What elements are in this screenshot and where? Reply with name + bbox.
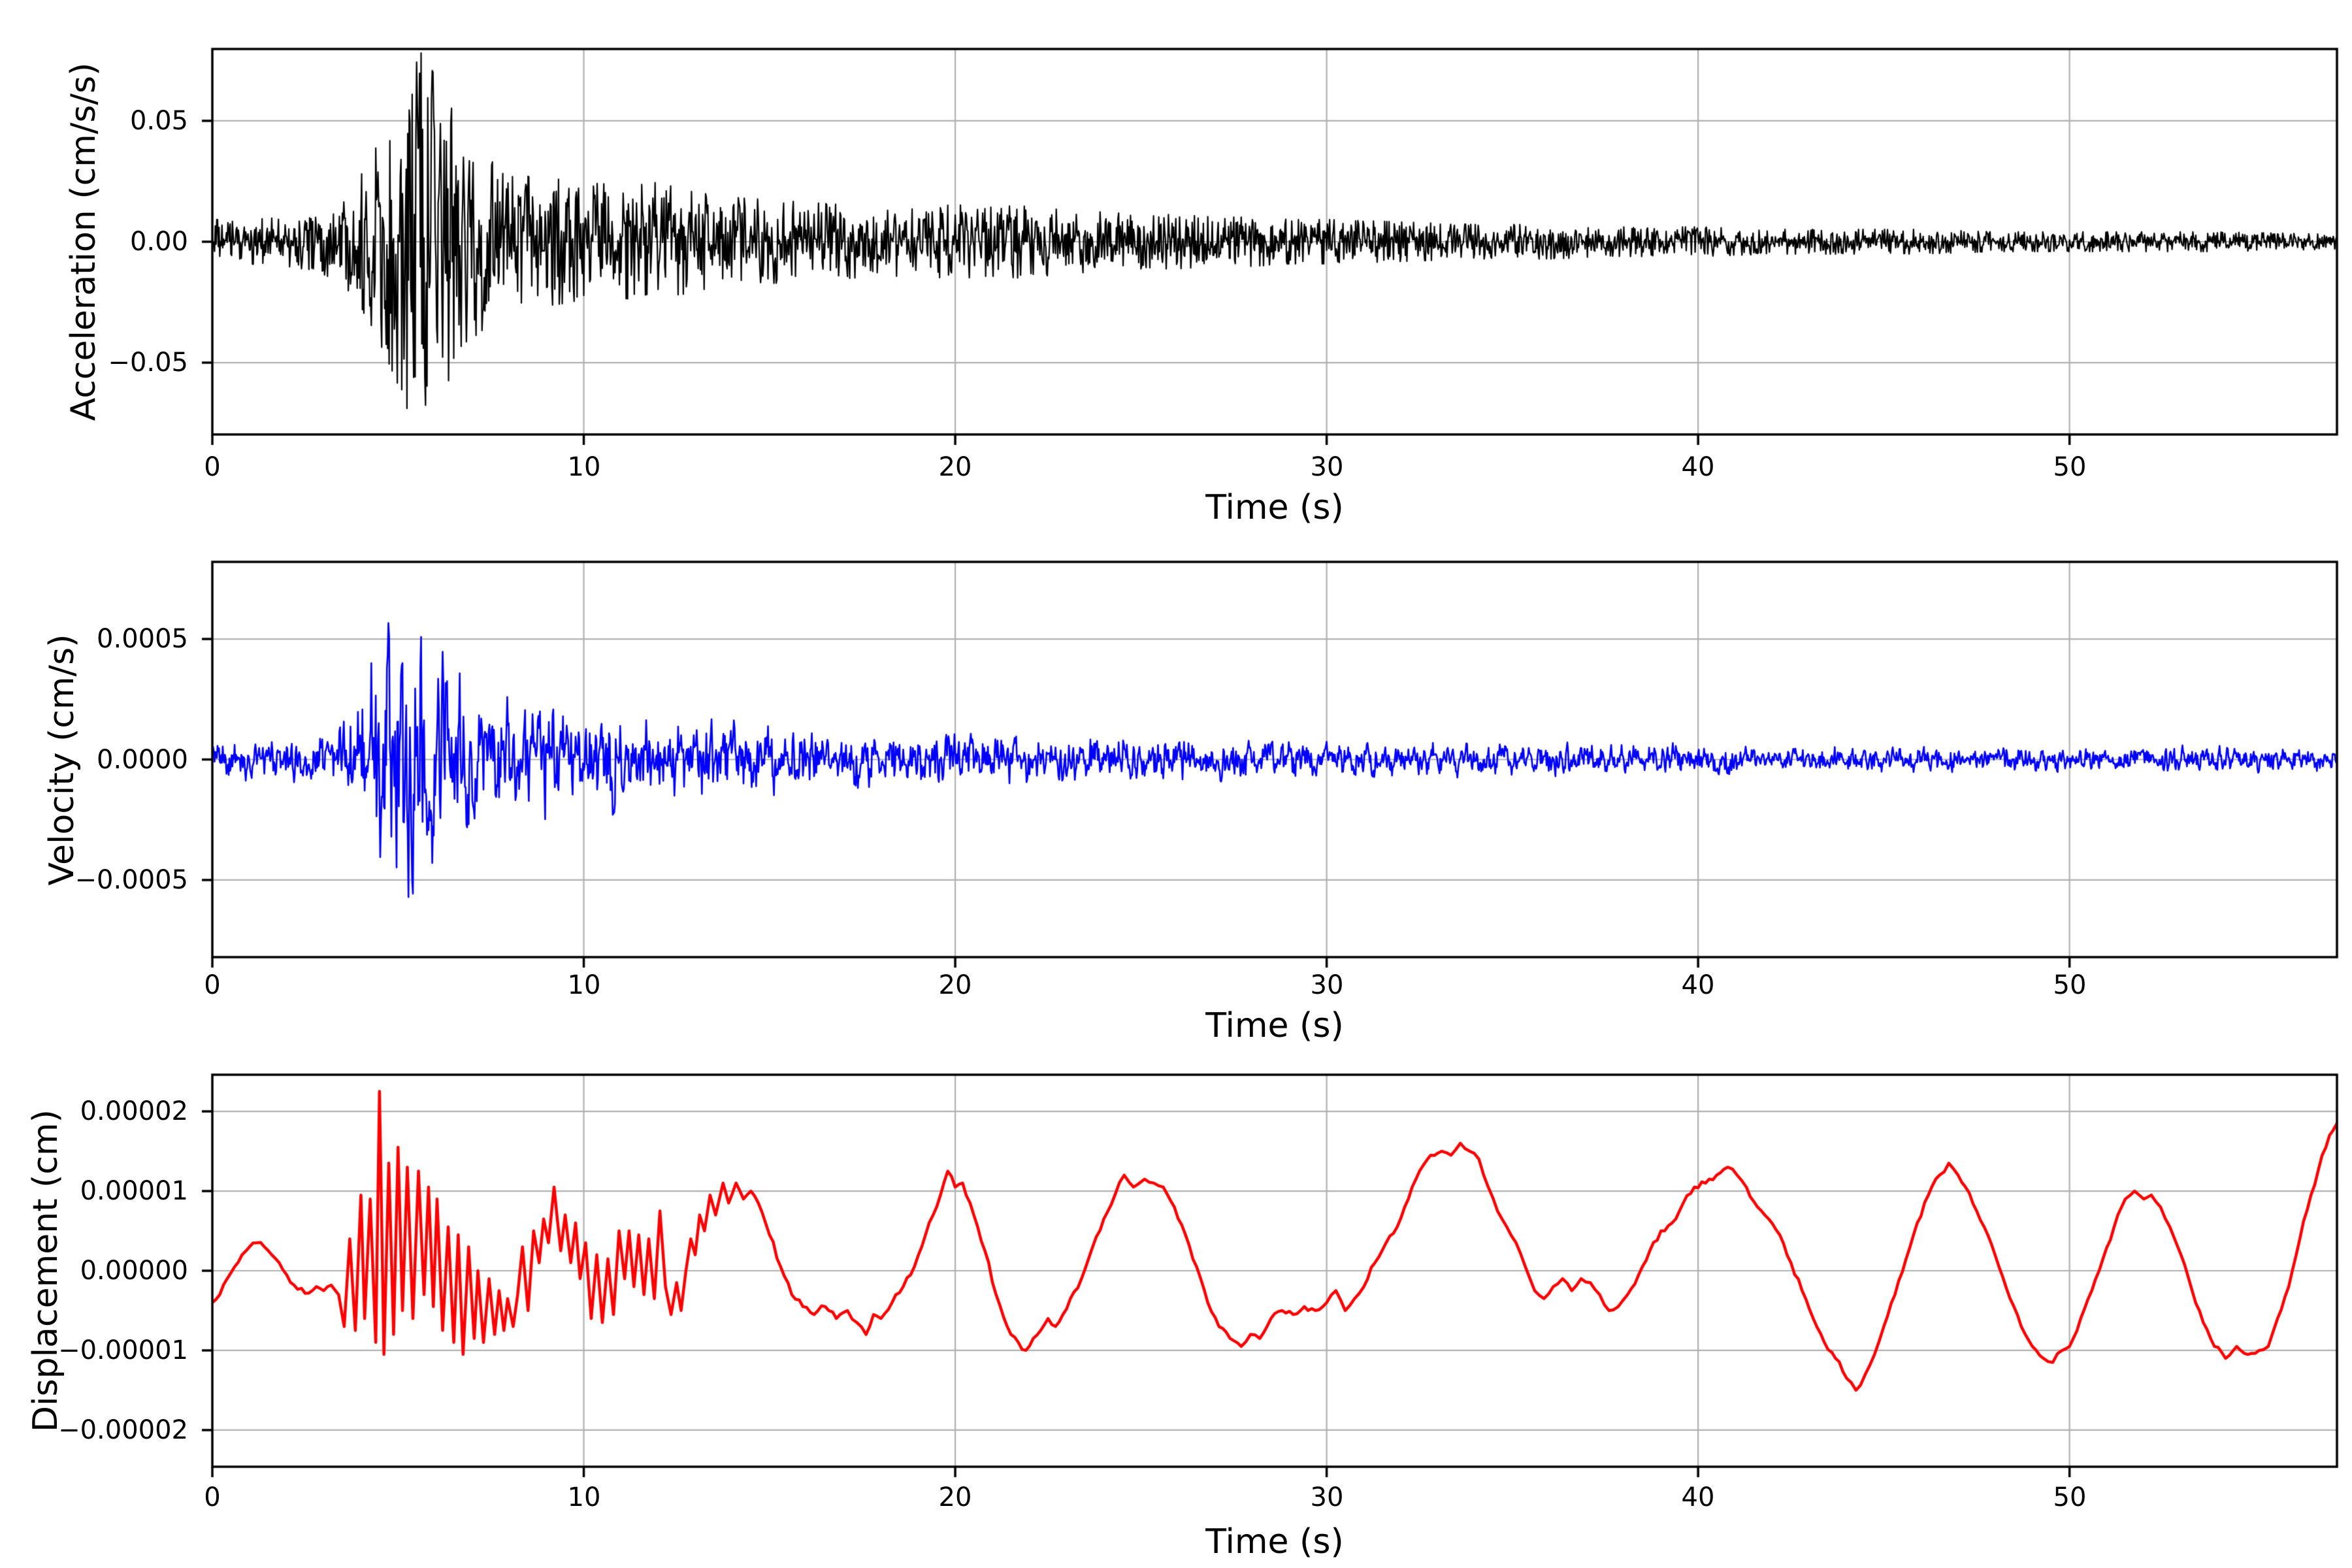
- x-tick-label: 10: [567, 452, 601, 482]
- x-axis-label-time-3: Time (s): [1205, 1522, 1344, 1561]
- y-tick-label: 0.00000: [80, 1256, 188, 1286]
- y-tick-label: 0.0005: [97, 624, 188, 654]
- x-tick-label: 40: [1681, 452, 1715, 482]
- x-tick-label: 20: [938, 970, 972, 1000]
- x-tick-label: 30: [1310, 970, 1344, 1000]
- y-tick-label: −0.05: [108, 348, 188, 378]
- x-tick-label: 0: [204, 970, 221, 1000]
- x-tick-label: 20: [938, 452, 972, 482]
- x-tick-label: 40: [1681, 1482, 1715, 1512]
- x-tick-label: 20: [938, 1482, 972, 1512]
- x-tick-label: 0: [204, 452, 221, 482]
- x-tick-label: 10: [567, 970, 601, 1000]
- y-tick-label: 0.0000: [97, 745, 188, 775]
- y-tick-label: 0.00001: [80, 1176, 188, 1206]
- y-tick-label: 0.00002: [80, 1096, 188, 1126]
- x-axis-label-time-1: Time (s): [1205, 488, 1344, 527]
- y-tick-label: −0.0005: [74, 865, 188, 895]
- y-tick-label: −0.00001: [58, 1335, 188, 1365]
- x-tick-label: 50: [2053, 1482, 2087, 1512]
- x-tick-label: 30: [1310, 1482, 1344, 1512]
- x-tick-label: 30: [1310, 452, 1344, 482]
- y-tick-label: 0.00: [129, 227, 188, 257]
- x-tick-label: 40: [1681, 970, 1715, 1000]
- x-tick-label: 10: [567, 1482, 601, 1512]
- x-tick-label: 50: [2053, 452, 2087, 482]
- y-tick-label: −0.00002: [58, 1415, 188, 1445]
- y-tick-label: 0.05: [129, 106, 188, 136]
- x-axis-label-time-2: Time (s): [1205, 1006, 1344, 1045]
- x-tick-label: 50: [2053, 970, 2087, 1000]
- x-tick-label: 0: [204, 1482, 221, 1512]
